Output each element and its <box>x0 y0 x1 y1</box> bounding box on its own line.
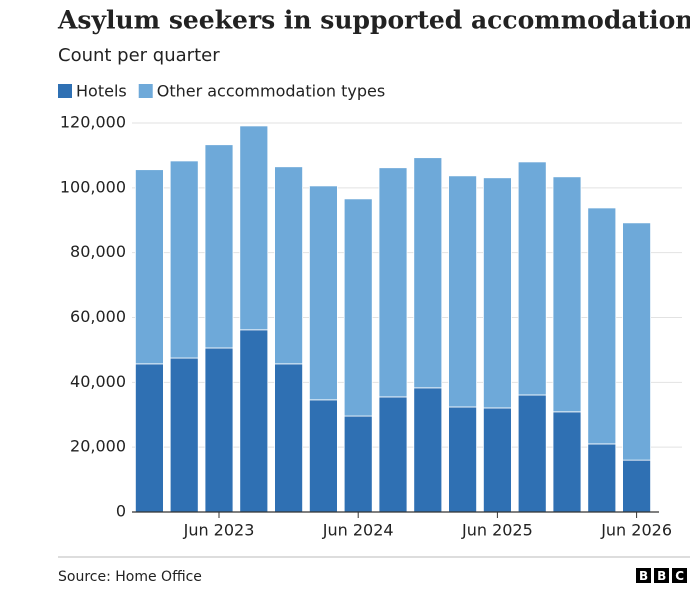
bar-segment <box>134 169 164 365</box>
y-tick-label: 0 <box>116 502 126 521</box>
bar-segment <box>204 144 234 349</box>
chart-subtitle: Count per quarter <box>58 45 220 66</box>
bar-segment <box>482 407 512 513</box>
bar-segment <box>587 443 617 513</box>
bar-segment <box>308 399 338 513</box>
bar-segment <box>482 177 512 409</box>
y-tick-label: 60,000 <box>70 307 126 326</box>
logo-text: BBC <box>639 569 690 583</box>
bar-segment <box>169 357 199 513</box>
bar-segment <box>517 161 547 396</box>
x-tick-label: Jun 2024 <box>322 521 394 540</box>
y-tick-label: 40,000 <box>70 372 126 391</box>
bar-segment <box>413 387 443 513</box>
bar-segment <box>204 347 234 513</box>
legend-label: Other accommodation types <box>157 82 385 101</box>
bar-segment <box>622 459 651 513</box>
bar-segment <box>552 411 582 513</box>
x-tick-label: Jun 2023 <box>183 521 255 540</box>
x-tick-label: Jun 2026 <box>600 521 672 540</box>
bar-segment <box>552 176 582 413</box>
y-tick-label: 100,000 <box>60 177 126 196</box>
legend-label: Hotels <box>76 82 127 101</box>
logo-box <box>672 568 687 583</box>
bar-segment <box>448 406 478 513</box>
logo-box <box>636 568 651 583</box>
bar-segment <box>413 157 443 389</box>
bar-segment <box>134 363 164 513</box>
bar-segment <box>378 396 408 513</box>
logo-box <box>654 568 669 583</box>
source: Source: Home Office <box>58 569 202 585</box>
bar-segment <box>622 222 651 461</box>
x-tick-label: Jun 2025 <box>461 521 533 540</box>
bar-segment <box>343 415 373 513</box>
bar-segment <box>239 125 269 331</box>
logo: BBC <box>636 568 690 583</box>
y-tick-label: 80,000 <box>70 242 126 261</box>
bar-segment <box>239 329 269 513</box>
y-tick-label: 20,000 <box>70 437 126 456</box>
legend-swatch <box>58 84 72 98</box>
bar-segment <box>274 166 304 365</box>
bar-segment <box>517 394 547 513</box>
legend-swatch <box>138 84 153 98</box>
bar-segment <box>343 198 373 417</box>
chart-title: Asylum seekers in supported accommodatio… <box>57 6 690 35</box>
bar-segment <box>378 167 408 398</box>
bar-segment <box>274 363 304 513</box>
bar-segment <box>308 185 338 401</box>
y-tick-label: 120,000 <box>60 113 126 132</box>
bar-segment <box>169 160 199 359</box>
bar-segment <box>448 175 478 408</box>
bar-segment <box>587 207 617 445</box>
